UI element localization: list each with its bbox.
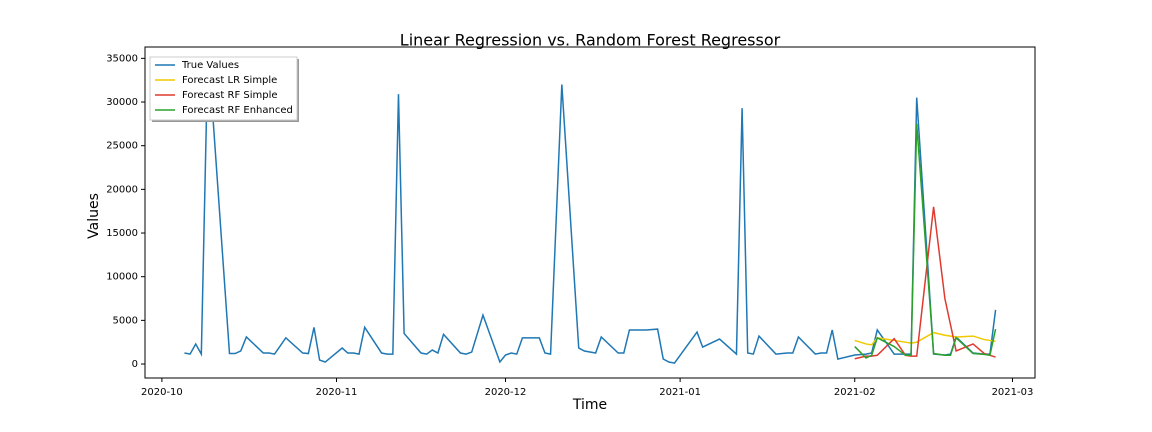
series-line <box>184 84 997 364</box>
x-tick-label: 2021-01 <box>659 387 701 398</box>
y-tick-label: 35000 <box>106 53 138 64</box>
legend-label: True Values <box>181 60 239 71</box>
y-tick-label: 25000 <box>106 141 138 152</box>
y-tick-label: 30000 <box>106 97 138 108</box>
series-line <box>854 206 996 360</box>
legend-label: Forecast RF Enhanced <box>182 105 293 116</box>
y-axis-label: Values <box>86 193 102 239</box>
y-tick-label: 15000 <box>106 228 138 239</box>
x-axis-label: Time <box>572 397 607 413</box>
chart-title: Linear Regression vs. Random Forest Regr… <box>400 31 781 50</box>
y-tick-label: 10000 <box>106 272 138 283</box>
x-tick-label: 2020-11 <box>316 387 358 398</box>
series-line <box>854 123 997 359</box>
plot-frame <box>144 46 1036 379</box>
y-tick-label: 5000 <box>113 315 138 326</box>
legend-label: Forecast RF Simple <box>182 90 278 101</box>
series-line <box>854 331 996 346</box>
x-tick-label: 2021-02 <box>834 387 876 398</box>
x-tick-label: 2020-10 <box>141 387 183 398</box>
y-tick-label: 20000 <box>106 184 138 195</box>
x-tick-label: 2021-03 <box>992 387 1034 398</box>
x-tick-label: 2020-12 <box>485 387 527 398</box>
legend-label: Forecast LR Simple <box>182 75 277 86</box>
y-tick-label: 0 <box>132 359 138 370</box>
